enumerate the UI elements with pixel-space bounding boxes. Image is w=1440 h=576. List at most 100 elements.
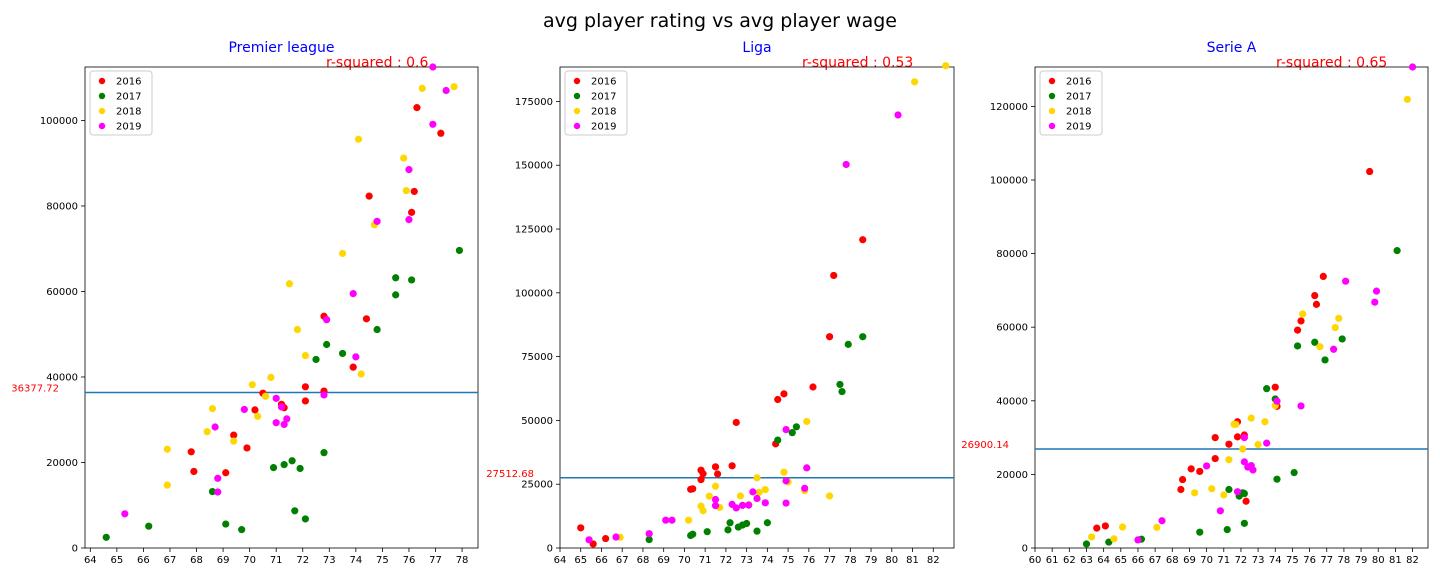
scatter-point-2018 <box>780 468 788 476</box>
scatter-point-2017 <box>222 520 230 528</box>
x-tick-label: 63 <box>1080 555 1093 566</box>
y-tick-label: 175000 <box>515 97 553 108</box>
scatter-point-2018 <box>911 78 919 86</box>
chart-title: Serie A <box>1207 40 1257 56</box>
legend-entry: 2018 <box>116 107 141 118</box>
scatter-point-2019 <box>1216 507 1224 515</box>
scatter-point-2018 <box>1335 314 1343 322</box>
y-tick-label: 150000 <box>515 161 553 172</box>
scatter-point-2017 <box>1196 528 1204 536</box>
scatter-point-2019 <box>1408 63 1417 71</box>
scatter-point-2017 <box>320 449 328 457</box>
legend-marker <box>573 77 581 85</box>
scatter-point-2016 <box>577 524 585 532</box>
scatter-point-2017 <box>1105 538 1113 546</box>
scatter-point-2019 <box>1233 488 1242 496</box>
scatter-point-2018 <box>711 482 720 490</box>
x-tick-label: 67 <box>164 555 177 566</box>
x-tick-label: 79 <box>865 555 878 566</box>
scatter-point-2018 <box>942 62 950 70</box>
x-tick-label: 81 <box>906 555 919 566</box>
scatter-point-2016 <box>362 315 371 323</box>
legend-box <box>564 70 628 136</box>
scatter-point-2016 <box>830 271 838 280</box>
scatter-point-2018 <box>357 370 365 378</box>
x-tick-label: 65 <box>1114 555 1127 566</box>
scatter-point-2018 <box>825 492 834 500</box>
scatter-point-2019 <box>349 290 357 298</box>
legend-entry: 2017 <box>116 92 141 103</box>
scatter-point-2017 <box>743 519 751 528</box>
x-tick-label: 77 <box>823 555 836 566</box>
scatter-point-2017 <box>753 527 761 535</box>
scatter-point-2017 <box>373 325 381 334</box>
legend-entry: 2016 <box>591 77 616 88</box>
scatter-point-2016 <box>780 390 788 398</box>
scatter-point-2017 <box>645 535 653 544</box>
y-tick-label: 0 <box>1022 544 1028 555</box>
legend-marker <box>1048 122 1056 130</box>
x-tick-label: 61 <box>1046 555 1059 566</box>
legend-entry: 2018 <box>1066 107 1091 118</box>
x-tick-label: 80 <box>1372 555 1385 566</box>
scatter-point-2019 <box>1342 277 1350 285</box>
x-tick-label: 75 <box>1286 555 1299 566</box>
scatter-point-2019 <box>1263 439 1271 447</box>
scatter-point-2019 <box>214 474 222 482</box>
y-tick-label: 60000 <box>46 287 78 298</box>
scatter-point-2019 <box>1273 397 1281 405</box>
legend-marker <box>98 122 106 130</box>
scatter-point-2018 <box>450 83 458 91</box>
scatter-point-2018 <box>736 492 745 500</box>
legend-entry: 2017 <box>1066 92 1091 103</box>
scatter-point-2019 <box>1330 345 1338 353</box>
scatter-point-2017 <box>280 461 288 469</box>
scatter-point-2016 <box>187 448 195 456</box>
x-tick-label: 62 <box>1063 555 1076 566</box>
scatter-point-2017 <box>408 276 416 284</box>
x-tick-label: 67 <box>1149 555 1162 566</box>
x-tick-label: 66 <box>1132 555 1145 566</box>
x-tick-label: 80 <box>885 555 898 566</box>
legend-marker <box>573 122 581 130</box>
scatter-point-2019 <box>1158 517 1166 525</box>
premier-league-chart: Premier league r-squared : 0.6 36377.72 … <box>11 40 479 566</box>
scatter-point-2017 <box>312 355 320 364</box>
r-squared-annotation: r-squared : 0.65 <box>1276 55 1387 71</box>
scatter-point-2016 <box>301 397 309 405</box>
scatter-point-2018 <box>1239 445 1247 453</box>
scatter-point-2017 <box>1293 342 1302 350</box>
scatter-point-2017 <box>455 246 464 255</box>
scatter-point-2017 <box>792 423 801 431</box>
scatter-point-2018 <box>400 154 408 162</box>
y-tick-label: 40000 <box>996 396 1028 407</box>
scatter-point-2019 <box>612 533 620 541</box>
scatter-point-2018 <box>354 135 363 143</box>
scatter-point-2019 <box>277 403 286 411</box>
scatter-point-2018 <box>230 437 238 445</box>
x-tick-label: 64 <box>554 555 567 566</box>
scatter-point-2017 <box>291 507 299 515</box>
x-tick-label: 73 <box>323 555 336 566</box>
scatter-point-2017 <box>1321 356 1329 364</box>
scatter-point-2019 <box>405 216 413 224</box>
x-tick-label: 78 <box>1338 555 1351 566</box>
scatter-point-2019 <box>1372 287 1381 295</box>
scatter-point-2017 <box>1393 247 1401 255</box>
y-tick-label: 80000 <box>46 201 78 212</box>
scatter-point-2018 <box>254 412 262 420</box>
r-squared-annotation: r-squared : 0.53 <box>802 55 913 71</box>
scatter-point-2018 <box>1088 533 1096 541</box>
scatter-point-2019 <box>782 426 790 434</box>
scatter-point-2016 <box>1242 497 1250 505</box>
y-tick-label: 125000 <box>515 225 553 236</box>
scatter-point-2016 <box>1093 524 1101 532</box>
scatter-point-2019 <box>405 166 413 174</box>
scatter-point-2017 <box>269 464 278 472</box>
scatter-point-2018 <box>248 381 256 389</box>
scatter-point-2019 <box>1240 433 1248 442</box>
scatter-point-2019 <box>753 494 761 503</box>
scatter-point-2016 <box>222 469 230 477</box>
scatter-point-2019 <box>761 499 769 507</box>
scatter-point-2018 <box>1220 491 1228 499</box>
